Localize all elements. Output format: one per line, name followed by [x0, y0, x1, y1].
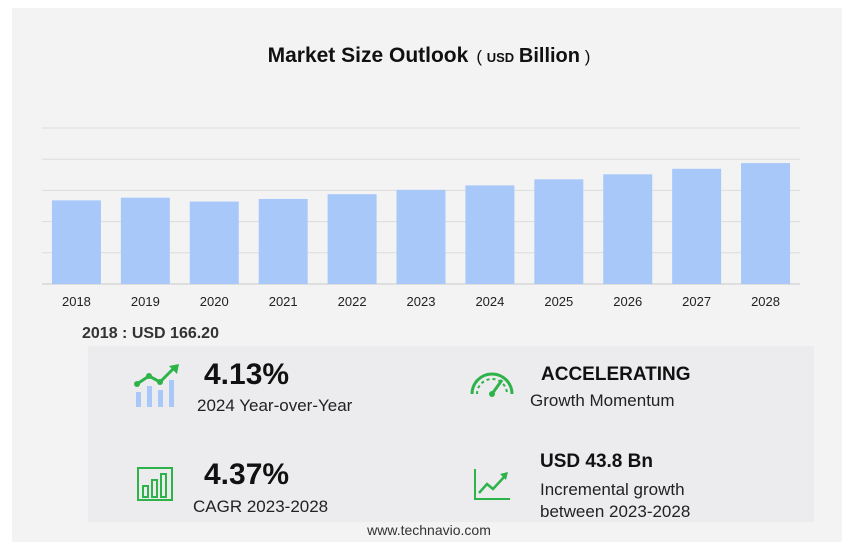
- footer-url[interactable]: www.technavio.com: [367, 522, 491, 538]
- chart-title: Market Size Outlook ( USD Billion ): [0, 44, 858, 68]
- yoy-label: 2024 Year-over-Year: [197, 396, 353, 415]
- x-tick-label: 2027: [682, 294, 711, 309]
- unit-suffix: Billion: [518, 45, 580, 67]
- bar-2020: [189, 201, 239, 284]
- bar-2021: [258, 198, 308, 284]
- unit-prefix: USD: [486, 50, 515, 65]
- bar-2023: [396, 189, 446, 284]
- x-tick-label: 2028: [751, 294, 780, 309]
- x-tick-label: 2022: [338, 294, 367, 309]
- base-year-value: 2018 : USD 166.20: [82, 325, 219, 342]
- momentum-value: ACCELERATING: [541, 364, 691, 385]
- yoy-value: 4.13%: [204, 358, 290, 391]
- x-tick-label: 2021: [269, 294, 298, 309]
- title-text: Market Size Outlook: [267, 44, 469, 67]
- bar-2027: [672, 168, 722, 284]
- trend-line-icon: [474, 469, 510, 500]
- cagr-value: 4.37%: [204, 458, 290, 491]
- bar-chart: 2018 2019 2020 2021 2022 2023 2024 2025 2026 2027…: [42, 127, 800, 309]
- x-tick-label: 2023: [407, 294, 436, 309]
- incremental-value: USD 43.8 Bn: [540, 451, 653, 472]
- stats-panel: [88, 346, 814, 522]
- bar-2028: [741, 163, 791, 284]
- x-tick-label: 2024: [475, 294, 504, 309]
- bar-2024: [465, 185, 515, 284]
- x-tick-label: 2018: [62, 294, 91, 309]
- x-tick-label: 2020: [200, 294, 229, 309]
- speedometer-icon: [470, 372, 514, 397]
- momentum-label: Growth Momentum: [530, 391, 675, 410]
- x-tick-label: 2025: [544, 294, 573, 309]
- bar-growth-icon: [134, 364, 179, 407]
- title-unit: ( USD Billion ): [476, 45, 591, 67]
- incremental-label-1: Incremental growth: [540, 480, 685, 499]
- bar-2022: [327, 194, 377, 284]
- x-tick-label: 2019: [131, 294, 160, 309]
- cagr-label: CAGR 2023-2028: [193, 497, 329, 516]
- bar-chart-icon: [137, 467, 173, 501]
- x-tick-label: 2026: [613, 294, 642, 309]
- bar-2019: [120, 197, 170, 284]
- bar-2025: [534, 179, 584, 284]
- incremental-label-2: between 2023-2028: [540, 502, 691, 521]
- bar-2026: [603, 174, 653, 284]
- bar-2018: [51, 200, 101, 284]
